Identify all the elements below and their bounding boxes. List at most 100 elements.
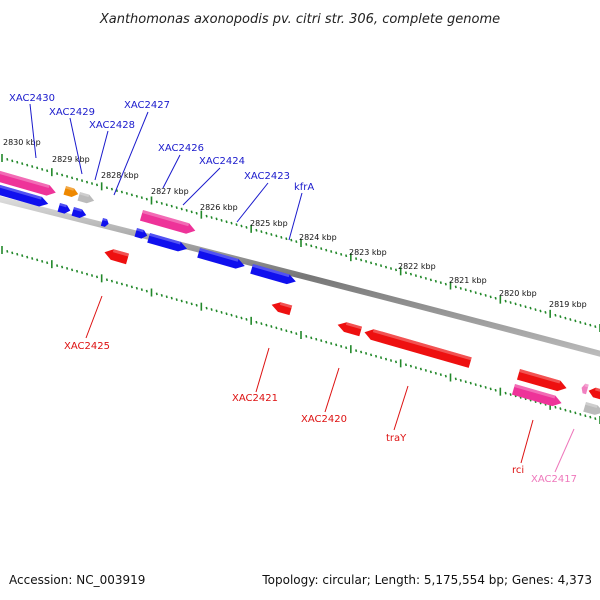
ruler-minor-tick xyxy=(75,177,79,181)
topology-text: Topology: circular; Length: 5,175,554 bp… xyxy=(262,573,592,587)
ruler-minor-tick xyxy=(160,201,163,205)
gene-arrow-xac2421[interactable] xyxy=(270,300,293,316)
ruler-minor-tick xyxy=(235,315,238,318)
ruler-minor-tick xyxy=(175,206,178,209)
ruler-minor-tick xyxy=(195,303,198,307)
ruler-minor-tick xyxy=(130,193,133,197)
ruler-minor-tick xyxy=(419,367,422,371)
gene-arrow-xac2430[interactable] xyxy=(0,168,57,198)
ruler-minor-tick xyxy=(569,410,572,413)
ruler-minor-tick xyxy=(345,346,348,350)
ruler-minor-tick xyxy=(589,323,592,327)
gene-label-tray[interactable]: traY xyxy=(386,433,407,444)
tick-label: 2821 kbp xyxy=(449,276,487,285)
ruler-minor-tick xyxy=(519,303,522,307)
gene-arrow-grey-end[interactable] xyxy=(583,402,600,417)
ruler-minor-tick xyxy=(230,221,233,225)
ruler-minor-tick xyxy=(61,173,64,177)
gene-arrow-xac2420[interactable] xyxy=(336,320,363,337)
ruler-minor-tick xyxy=(320,247,323,251)
ruler-minor-tick xyxy=(110,187,114,191)
gene-arrow-xac2426[interactable] xyxy=(139,210,197,236)
leader-line xyxy=(182,167,221,206)
gene-arrow-xac2428[interactable] xyxy=(77,192,96,205)
gene-label-xac2423[interactable]: XAC2423 xyxy=(244,171,290,182)
ruler-minor-tick xyxy=(220,218,223,222)
gene-label-xac2426[interactable]: XAC2426 xyxy=(158,143,204,154)
ruler-minor-tick xyxy=(459,378,462,382)
ruler-minor-tick xyxy=(579,412,582,416)
leader-line xyxy=(255,347,270,393)
ruler-minor-tick xyxy=(365,352,368,355)
gene-label-rci[interactable]: rci xyxy=(512,465,524,476)
gene-arrow-kfra[interactable] xyxy=(250,264,297,286)
ruler-minor-tick xyxy=(524,305,527,309)
ruler-minor-tick xyxy=(175,298,178,301)
ruler-minor-tick xyxy=(360,258,363,262)
ruler-minor-tick xyxy=(330,342,333,345)
ruler-minor-tick xyxy=(384,265,388,269)
ruler-minor-tick xyxy=(509,393,512,396)
ruler-minor-tick xyxy=(240,316,243,320)
ruler-minor-tick xyxy=(90,182,94,185)
gene-arrow-tray[interactable] xyxy=(363,327,472,368)
ruler-minor-tick xyxy=(140,288,143,292)
gene-label-xac2417[interactable]: XAC2417 xyxy=(531,474,577,485)
gene-arrow-xac2427[interactable] xyxy=(100,218,110,228)
ruler-minor-tick xyxy=(389,359,393,362)
ruler-minor-tick xyxy=(190,210,193,214)
ruler-minor-tick xyxy=(265,323,268,327)
ruler-minor-tick xyxy=(56,264,59,267)
gene-label-xac2420[interactable]: XAC2420 xyxy=(301,414,347,425)
ruler-minor-tick xyxy=(6,250,9,253)
ruler-minor-tick xyxy=(295,240,298,243)
gene-label-xac2424[interactable]: XAC2424 xyxy=(199,156,245,167)
ruler-minor-tick xyxy=(165,203,168,207)
tick-label: 2825 kbp xyxy=(250,219,288,228)
ruler-minor-tick xyxy=(320,339,323,343)
ruler-minor-tick xyxy=(205,306,208,310)
gene-arrow-xac2423[interactable] xyxy=(197,248,246,271)
ruler-minor-tick xyxy=(310,336,313,340)
gene-arrow-xac2429[interactable] xyxy=(63,186,80,199)
gene-label-xac2429[interactable]: XAC2429 xyxy=(49,107,95,118)
ruler-minor-tick xyxy=(120,190,123,194)
ruler-minor-tick xyxy=(160,293,163,297)
gene-arrow-xac2430b[interactable] xyxy=(0,182,50,209)
ruler-minor-tick xyxy=(574,319,577,323)
leader-line xyxy=(324,367,340,413)
gene-label-xac2428[interactable]: XAC2428 xyxy=(89,120,135,131)
gene-arrow-xac2417[interactable] xyxy=(580,383,589,395)
ruler-minor-tick xyxy=(235,223,238,226)
gene-arrow-a[interactable] xyxy=(57,203,72,215)
ruler-minor-tick xyxy=(135,194,138,198)
ruler-minor-tick xyxy=(474,383,477,386)
gene-label-xac2427[interactable]: XAC2427 xyxy=(124,100,170,111)
ruler-minor-tick xyxy=(589,415,592,419)
gene-label-xac2430[interactable]: XAC2430 xyxy=(9,93,55,104)
ruler-minor-tick xyxy=(155,200,158,204)
ruler-minor-tick xyxy=(454,285,457,289)
ruler-minor-tick xyxy=(260,230,263,234)
ruler-minor-tick xyxy=(584,322,587,326)
gene-label-xac2421[interactable]: XAC2421 xyxy=(232,393,278,404)
gene-arrow-xac2425[interactable] xyxy=(103,247,130,265)
gene-arrow-rci-b[interactable] xyxy=(511,384,563,408)
gene-arrow-xac2424[interactable] xyxy=(147,233,188,254)
ruler-minor-tick xyxy=(335,251,338,255)
gene-arrow-end[interactable] xyxy=(587,386,600,400)
gene-arrow-rci[interactable] xyxy=(516,369,568,393)
gene-labels: XAC2430 XAC2429 XAC2428 XAC2427 XAC2426 … xyxy=(9,93,577,485)
ruler-minor-tick xyxy=(70,176,74,180)
ruler-minor-tick xyxy=(360,350,363,354)
gene-label-xac2425[interactable]: XAC2425 xyxy=(64,341,110,352)
tick-label: 2824 kbp xyxy=(299,233,337,242)
ruler-minor-tick xyxy=(190,302,193,306)
gene-arrow-b[interactable] xyxy=(71,207,88,220)
ruler-minor-tick xyxy=(46,169,49,173)
gene-arrow-c[interactable] xyxy=(134,228,149,240)
ruler-minor-tick xyxy=(345,254,348,258)
gene-label-kfra[interactable]: kfrA xyxy=(294,182,314,193)
ruler-minor-tick xyxy=(579,320,582,324)
label-leader-lines xyxy=(29,103,575,473)
